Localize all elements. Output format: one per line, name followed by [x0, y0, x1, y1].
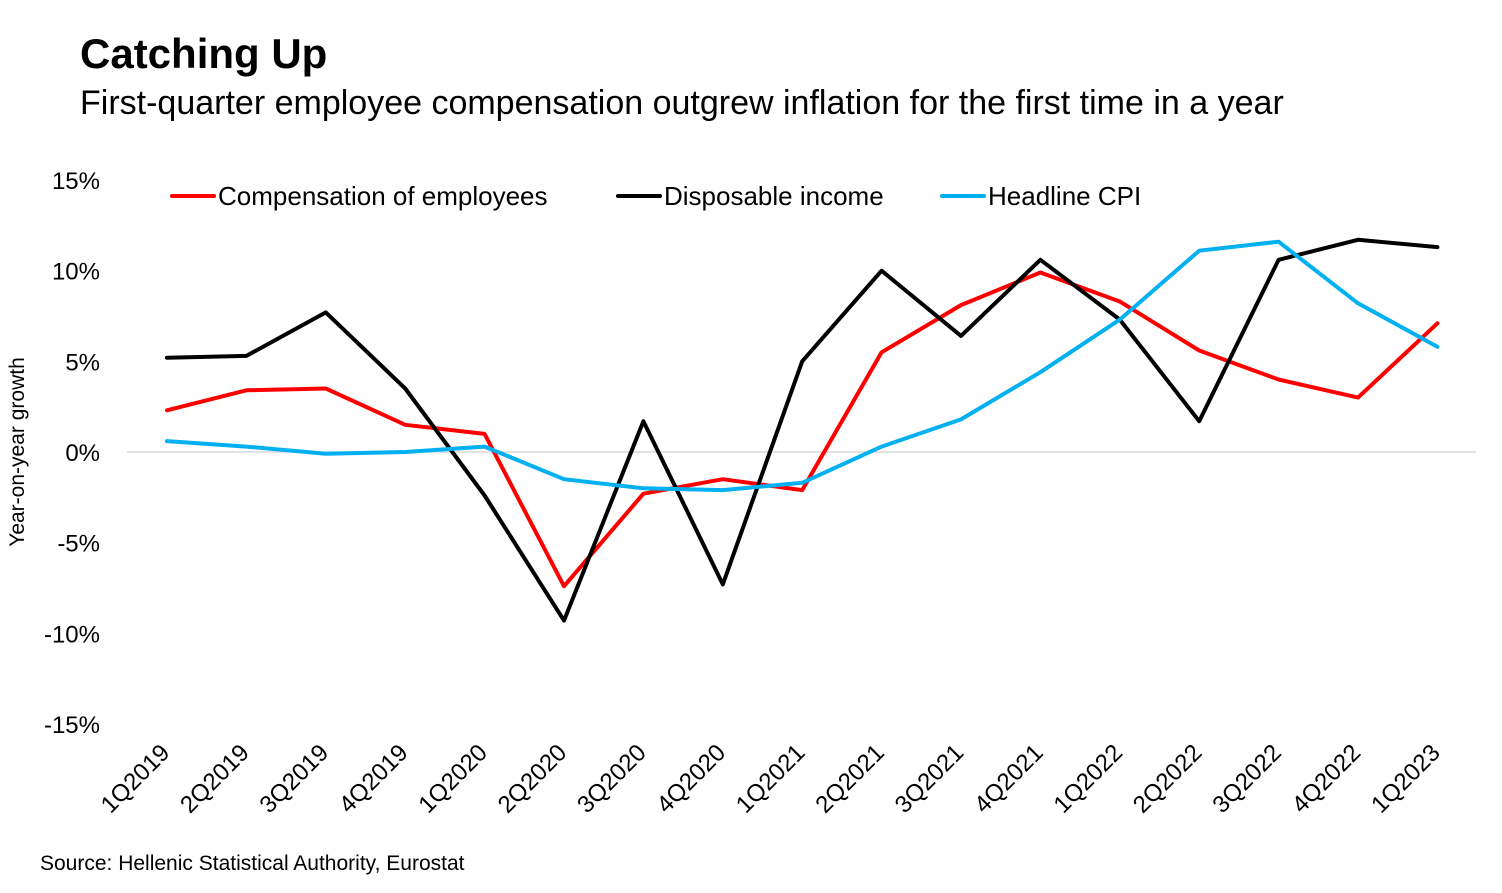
series-line-headline-cpi [165, 239, 1440, 493]
x-tick-label: 1Q2023 [1366, 739, 1445, 818]
x-tick-label: 4Q2020 [652, 739, 731, 818]
legend-label-headline-cpi: Headline CPI [988, 181, 1141, 211]
x-axis: 1Q2019 2Q2019 3Q2019 4Q2019 1Q2020 2Q2020 3Q20… [96, 739, 1446, 818]
x-tick-label: 3Q2022 [1207, 739, 1286, 818]
x-tick-label: 3Q2019 [255, 739, 334, 818]
y-tick-label: 10% [52, 259, 100, 286]
y-tick-label: 5% [65, 349, 100, 376]
y-tick-label: 0% [65, 440, 100, 467]
source-note: Source: Hellenic Statistical Authority, … [40, 852, 465, 875]
x-tick-label: 1Q2022 [1049, 739, 1128, 818]
x-tick-label: 1Q2021 [731, 739, 810, 818]
chart-title: Catching Up [80, 30, 328, 77]
series-lines [165, 237, 1440, 623]
x-tick-label: 2Q2021 [810, 739, 889, 818]
x-tick-label: 2Q2020 [493, 739, 572, 818]
x-tick-label: 1Q2019 [96, 739, 175, 818]
x-tick-label: 4Q2021 [969, 739, 1048, 818]
y-tick-label: -15% [44, 712, 100, 739]
x-tick-label: 1Q2020 [413, 739, 492, 818]
legend: Compensation of employees Disposable inco… [170, 181, 1141, 211]
x-tick-label: 4Q2019 [334, 739, 413, 818]
legend-label-disposable-income: Disposable income [664, 181, 884, 211]
series-line-disposable-income [165, 237, 1440, 623]
x-tick-label: 2Q2019 [175, 739, 254, 818]
x-tick-label: 3Q2021 [890, 739, 969, 818]
chart-subtitle: First-quarter employee compensation outg… [80, 84, 1284, 122]
y-tick-label: -10% [44, 621, 100, 648]
series-line-compensation-of-employees [165, 270, 1440, 589]
y-tick-label: 15% [52, 168, 100, 195]
y-tick-label: -5% [57, 531, 100, 558]
y-axis-label: Year-on-year growth [6, 357, 29, 547]
x-tick-label: 4Q2022 [1287, 739, 1366, 818]
x-tick-label: 2Q2022 [1128, 739, 1207, 818]
y-axis: 15% 10% 5% 0% -5% -10% -15% [44, 168, 1476, 739]
x-tick-label: 3Q2020 [572, 739, 651, 818]
legend-label-compensation-of-employees: Compensation of employees [218, 181, 548, 211]
